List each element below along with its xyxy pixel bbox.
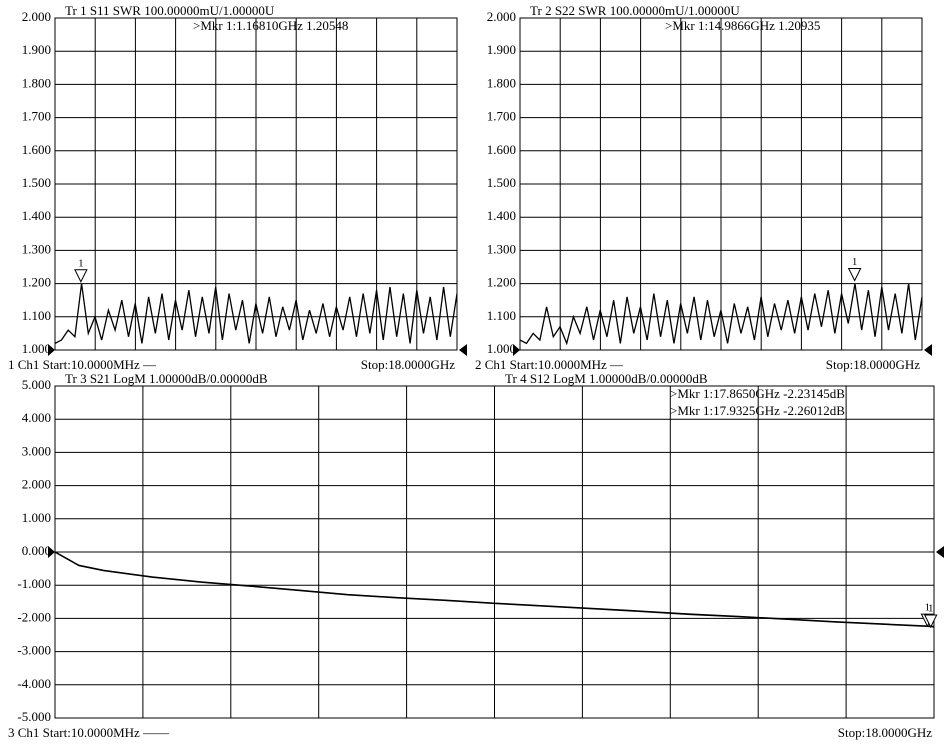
y-tick-label: 1.300 [22,241,51,256]
marker-readout: >Mkr 1:14.9866GHz 1.20935 [665,18,820,33]
footer-start: 3 Ch1 Start:10.0000MHz —— [8,725,170,740]
y-tick-label: 1.400 [487,208,516,223]
y-tick-label: 2.000 [22,9,51,24]
marker-triangle [74,269,88,283]
y-tick-label: 1.100 [22,308,51,323]
footer-stop: Stop:18.0000GHz [361,357,455,372]
ref-arrow [48,344,55,356]
ref-arrow [924,344,932,356]
trace-header: Tr 4 S12 LogM 1.00000dB/0.00000dB [505,371,708,386]
marker-label: 1 [928,603,934,615]
y-tick-label: 1.200 [487,275,516,290]
y-tick-label: 1.600 [487,142,516,157]
trace-header: Tr 3 S21 LogM 1.00000dB/0.00000dB [65,371,268,386]
y-tick-label: 1.700 [487,109,516,124]
y-tick-label: 1.500 [487,175,516,190]
y-tick-label: 1.600 [22,142,51,157]
y-tick-label: 2.000 [487,9,516,24]
trace-header: Tr 1 S11 SWR 100.00000mU/1.00000U [65,3,275,18]
trace-header: Tr 2 S22 SWR 100.00000mU/1.00000U [530,3,740,18]
y-tick-label: 1.900 [22,42,51,57]
y-tick-label: 1.000 [22,341,51,356]
y-tick-label: 1.100 [487,308,516,323]
y-tick-label: 1.400 [22,208,51,223]
trace [519,283,923,346]
y-tick-label: 1.000 [22,510,51,525]
marker-triangle [923,614,938,629]
marker-label: 1 [925,602,931,614]
marker-label: 1 [78,257,84,269]
y-tick-label: 1.300 [487,241,516,256]
ref-arrow [48,546,55,558]
footer-start: 1 Ch1 Start:10.0000MHz — [8,357,157,372]
y-tick-label: 1.900 [487,42,516,57]
y-tick-label: -1.000 [17,576,51,591]
y-tick-label: 0.000 [22,543,51,558]
marker-triangle [847,267,862,282]
y-tick-label: 3.000 [22,443,51,458]
y-tick-label: 4.000 [22,410,51,425]
marker-readout: >Mkr 1:17.9325GHz -2.26012dB [670,403,845,418]
y-tick-label: -4.000 [17,676,51,691]
footer-start: 2 Ch1 Start:10.0000MHz — [475,357,624,372]
y-tick-label: 1.700 [22,109,51,124]
y-tick-label: -3.000 [17,643,51,658]
y-tick-label: 1.200 [22,275,51,290]
y-tick-label: 1.800 [22,75,51,90]
ref-arrow [459,344,467,356]
y-tick-label: 2.000 [22,477,51,492]
marker-readout: >Mkr 1:17.8650GHz -2.23145dB [670,386,845,401]
trace [54,283,458,344]
footer-stop: Stop:18.0000GHz [838,725,932,740]
ref-arrow [936,546,944,558]
y-tick-label: -5.000 [17,709,51,724]
marker-label: 1 [852,256,858,268]
y-tick-label: -2.000 [17,609,51,624]
footer-stop: Stop:18.0000GHz [826,357,920,372]
y-tick-label: 1.000 [487,341,516,356]
y-tick-label: 1.500 [22,175,51,190]
marker-readout: >Mkr 1:1.16810GHz 1.20548 [193,18,348,33]
trace [54,551,935,628]
y-tick-label: 5.000 [22,377,51,392]
y-tick-label: 1.800 [487,75,516,90]
ref-arrow [513,344,520,356]
